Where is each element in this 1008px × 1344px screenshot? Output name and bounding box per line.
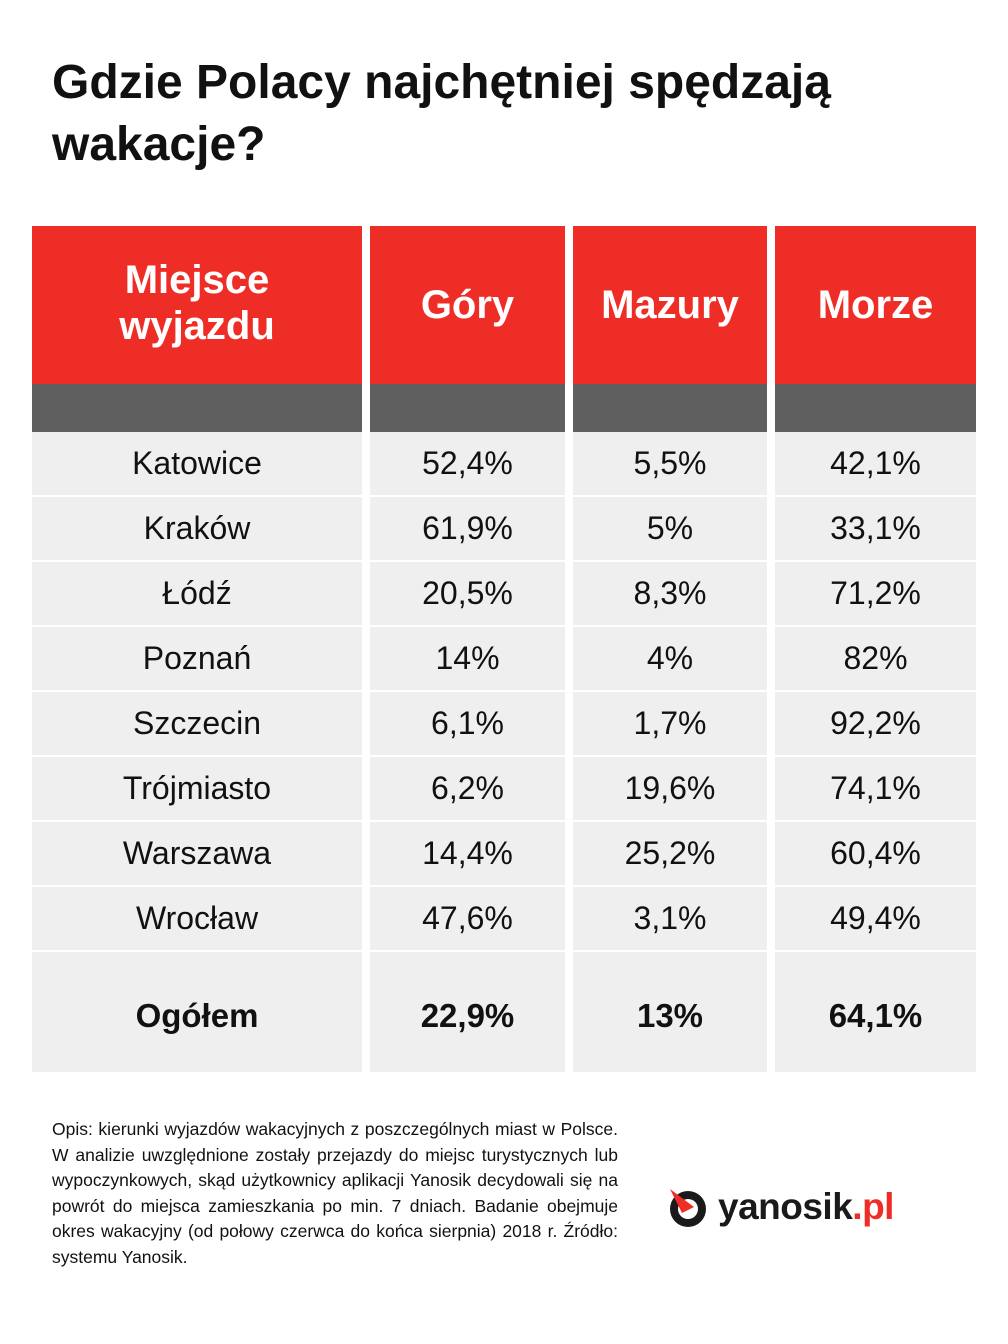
footnote: Opis: kierunki wyjazdów wakacyjnych z po… (52, 1119, 618, 1267)
column-mazury: Mazury 5,5% 5% 8,3% 4% 1,7% 19,6% 25,2% 3,1% 13… (573, 226, 767, 1072)
row-city: Szczecin (32, 692, 362, 757)
total-label: Ogółem (32, 952, 362, 1072)
cell-gory: 14% (370, 627, 565, 692)
yanosik-logo-icon (670, 1189, 706, 1227)
cell-gory: 52,4% (370, 432, 565, 497)
cell-gory: 20,5% (370, 562, 565, 627)
cell-mazury: 25,2% (573, 822, 767, 887)
column-city: Miejsce wyjazdu Katowice Kraków Łódź Poznań… (32, 226, 362, 1072)
cell-mazury: 4% (573, 627, 767, 692)
header-mazury: Mazury (573, 226, 767, 384)
logo-wordmark: yanosik.pl (718, 1186, 894, 1228)
column-morze: Morze 42,1% 33,1% 71,2% 82% 92,2% 74,1% 60,4% 4… (775, 226, 976, 1072)
cell-mazury: 5,5% (573, 432, 767, 497)
page-title: Gdzie Polacy najchętniej spędzają wakacj… (52, 56, 831, 171)
column-gory: Góry 52,4% 61,9% 20,5% 14% 6,1% 6,2% 14,4% 47,6… (370, 226, 565, 1072)
cell-gory: 14,4% (370, 822, 565, 887)
header-morze: Morze (775, 226, 976, 384)
logo-name: yanosik (718, 1186, 853, 1227)
cell-mazury: 19,6% (573, 757, 767, 822)
header-band (32, 384, 362, 432)
header-city-line1: Miejsce (124, 258, 270, 302)
row-city: Poznań (32, 627, 362, 692)
cell-mazury: 8,3% (573, 562, 767, 627)
cell-mazury: 5% (573, 497, 767, 562)
header-band (775, 384, 976, 432)
cell-morze: 42,1% (775, 432, 976, 497)
header-band (573, 384, 767, 432)
cell-gory: 6,2% (370, 757, 565, 822)
cell-gory: 61,9% (370, 497, 565, 562)
row-city: Warszawa (32, 822, 362, 887)
cell-morze: 74,1% (775, 757, 976, 822)
cell-morze: 60,4% (775, 822, 976, 887)
brand-logo: yanosik.pl (666, 1183, 956, 1231)
cell-morze: 82% (775, 627, 976, 692)
row-city: Kraków (32, 497, 362, 562)
cell-morze: 49,4% (775, 887, 976, 952)
cell-mazury: 3,1% (573, 887, 767, 952)
total-morze: 64,1% (775, 952, 976, 1072)
header-city-line2: wyjazdu (119, 304, 275, 348)
cell-gory: 47,6% (370, 887, 565, 952)
row-city: Katowice (32, 432, 362, 497)
cell-morze: 71,2% (775, 562, 976, 627)
cell-gory: 6,1% (370, 692, 565, 757)
row-city: Trójmiasto (32, 757, 362, 822)
total-mazury: 13% (573, 952, 767, 1072)
header-city: Miejsce wyjazdu (32, 226, 362, 384)
total-gory: 22,9% (370, 952, 565, 1072)
cell-morze: 33,1% (775, 497, 976, 562)
header-gory: Góry (370, 226, 565, 384)
row-city: Wrocław (32, 887, 362, 952)
logo-tld: .pl (852, 1186, 894, 1227)
data-table: Miejsce wyjazdu Katowice Kraków Łódź Poznań… (32, 226, 976, 1072)
header-band (370, 384, 565, 432)
cell-morze: 92,2% (775, 692, 976, 757)
row-city: Łódź (32, 562, 362, 627)
cell-mazury: 1,7% (573, 692, 767, 757)
